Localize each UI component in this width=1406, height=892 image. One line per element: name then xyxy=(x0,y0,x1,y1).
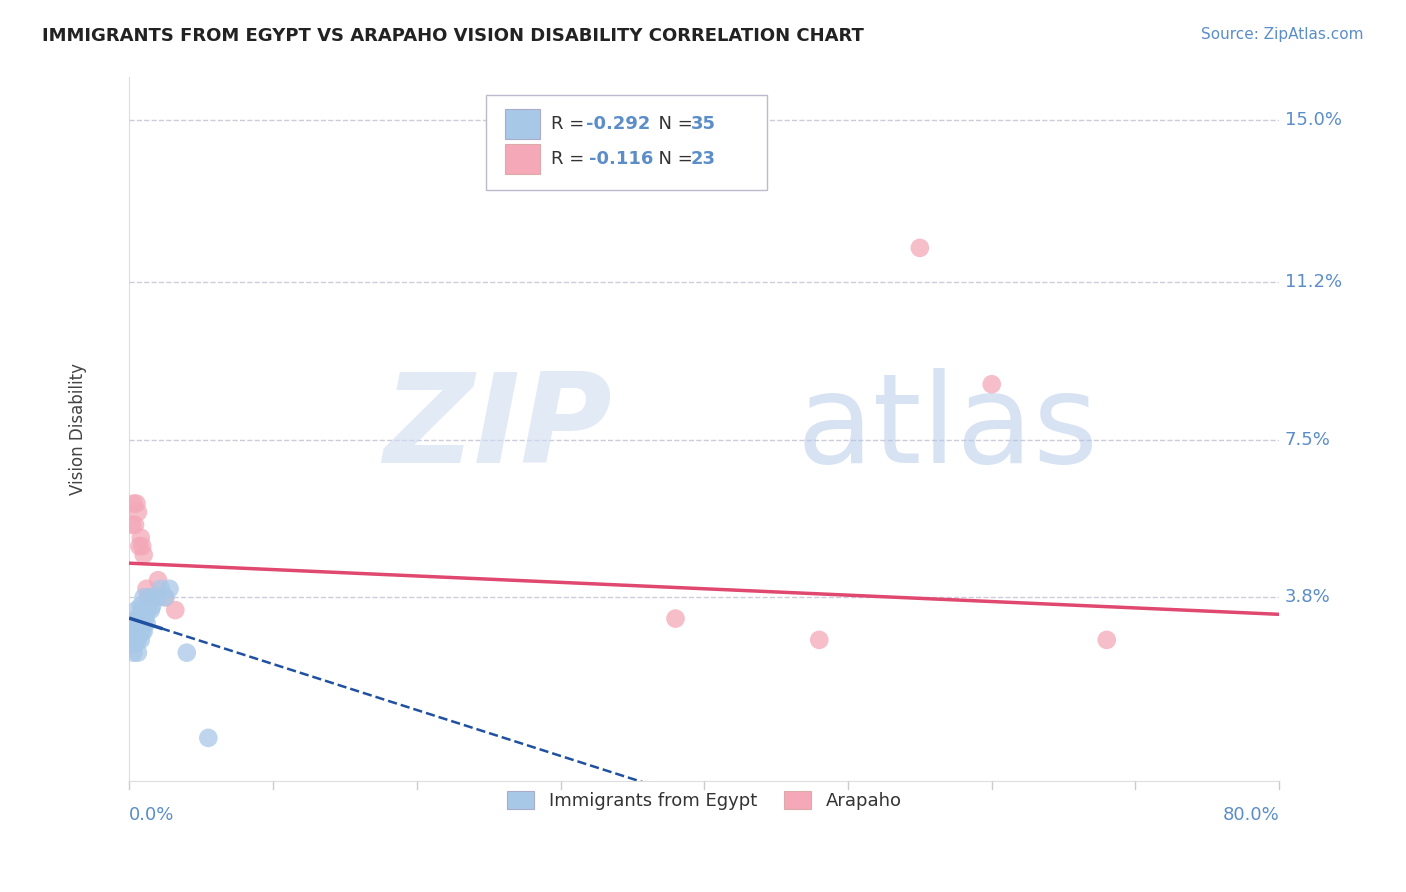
Point xyxy=(143,591,166,605)
Point xyxy=(155,591,177,605)
Text: R =: R = xyxy=(551,150,596,168)
Point xyxy=(136,603,159,617)
Point xyxy=(131,603,153,617)
Point xyxy=(197,731,219,745)
Point xyxy=(127,615,149,630)
Text: Source: ZipAtlas.com: Source: ZipAtlas.com xyxy=(1201,27,1364,42)
Point xyxy=(159,582,181,596)
Text: N =: N = xyxy=(647,150,699,168)
Text: 3.8%: 3.8% xyxy=(1285,589,1330,607)
Point xyxy=(122,646,145,660)
Point xyxy=(1095,632,1118,647)
Text: -0.116: -0.116 xyxy=(589,150,654,168)
Point xyxy=(128,539,150,553)
Point xyxy=(132,591,155,605)
Point xyxy=(135,615,157,630)
Point xyxy=(125,603,148,617)
Point xyxy=(132,624,155,639)
Point xyxy=(155,591,177,605)
Text: 11.2%: 11.2% xyxy=(1285,273,1343,291)
Point xyxy=(128,611,150,625)
FancyBboxPatch shape xyxy=(505,145,540,174)
Text: atlas: atlas xyxy=(796,368,1098,490)
Point xyxy=(134,611,156,625)
Point xyxy=(141,599,163,613)
Point xyxy=(132,611,155,625)
Point xyxy=(122,497,145,511)
Point xyxy=(125,611,148,625)
Point xyxy=(139,591,162,605)
Point xyxy=(149,582,172,596)
Point xyxy=(129,531,152,545)
Point xyxy=(131,624,153,639)
Point xyxy=(124,624,146,639)
Point xyxy=(125,624,148,639)
Text: 23: 23 xyxy=(690,150,716,168)
FancyBboxPatch shape xyxy=(485,95,768,190)
Point xyxy=(121,632,143,647)
Text: 7.5%: 7.5% xyxy=(1285,431,1331,449)
Point xyxy=(131,539,153,553)
Text: 35: 35 xyxy=(690,115,716,133)
Text: IMMIGRANTS FROM EGYPT VS ARAPAHO VISION DISABILITY CORRELATION CHART: IMMIGRANTS FROM EGYPT VS ARAPAHO VISION … xyxy=(42,27,865,45)
Text: Vision Disability: Vision Disability xyxy=(69,363,87,495)
Text: ZIP: ZIP xyxy=(384,368,612,490)
Point xyxy=(165,603,187,617)
Point xyxy=(143,591,166,605)
Point xyxy=(124,637,146,651)
Point xyxy=(132,548,155,562)
Text: 15.0%: 15.0% xyxy=(1285,111,1341,129)
Point xyxy=(127,505,149,519)
Point xyxy=(139,603,162,617)
Text: R =: R = xyxy=(551,115,591,133)
Point xyxy=(127,646,149,660)
Text: N =: N = xyxy=(647,115,699,133)
Point xyxy=(125,632,148,647)
Text: 80.0%: 80.0% xyxy=(1222,806,1279,824)
Point xyxy=(129,599,152,613)
Point xyxy=(125,497,148,511)
Point xyxy=(908,241,931,255)
Point xyxy=(176,646,198,660)
Point xyxy=(122,624,145,639)
Point xyxy=(127,632,149,647)
Text: 0.0%: 0.0% xyxy=(129,806,174,824)
FancyBboxPatch shape xyxy=(505,109,540,138)
Point xyxy=(124,517,146,532)
Point xyxy=(121,517,143,532)
Legend: Immigrants from Egypt, Arapaho: Immigrants from Egypt, Arapaho xyxy=(499,783,908,817)
Point xyxy=(808,632,831,647)
Point xyxy=(664,611,686,625)
Point xyxy=(136,591,159,605)
Point xyxy=(146,573,169,587)
Point xyxy=(146,591,169,605)
Text: -0.292: -0.292 xyxy=(586,115,650,133)
Point xyxy=(135,582,157,596)
Point xyxy=(980,377,1002,392)
Point xyxy=(138,591,160,605)
Point xyxy=(129,615,152,630)
Point xyxy=(128,624,150,639)
Point xyxy=(129,632,152,647)
